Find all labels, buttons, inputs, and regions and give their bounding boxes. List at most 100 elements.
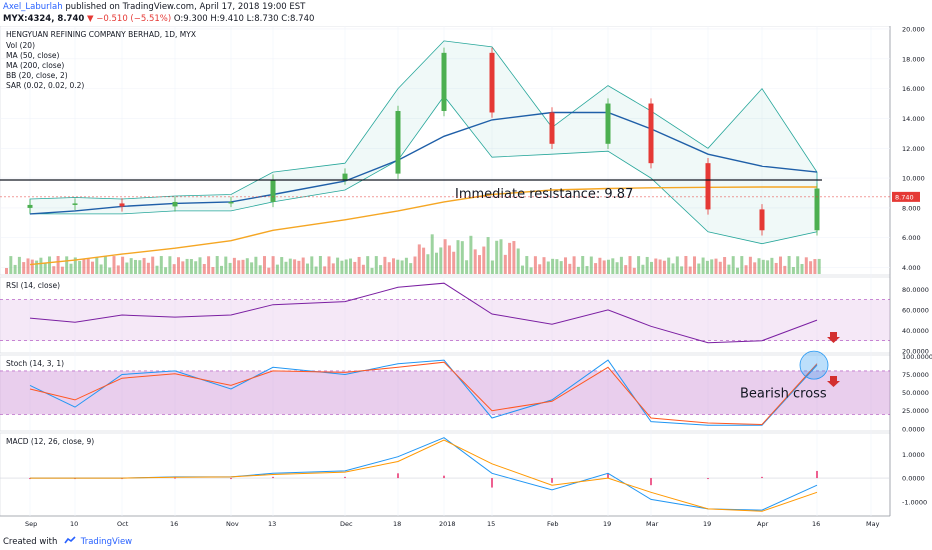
price-axis-label: 14.000 [902,115,925,123]
volume-bar [99,264,103,274]
rsi-pane-title: RSI (14, close) [6,281,60,290]
author-link[interactable]: Axel_Laburlah [3,2,63,12]
volume-bar [559,261,563,274]
price-tag-bg [892,191,920,202]
volume-bar [17,256,21,274]
created-with-text: Created with [3,537,58,547]
volume-bar [108,267,112,274]
rsi-line [29,282,818,344]
candle-body [342,173,348,180]
volume-bar [202,264,206,274]
stoch-axis-label: 100.0000 [902,353,932,361]
volume-bar [624,265,628,274]
candle-body [605,103,611,144]
tradingview-link[interactable]: TradingView [80,537,133,547]
chart-canvas[interactable]: 20.000 18.000 16.000 14.000 12.000 10.000 8.00… [0,26,932,532]
candle-body [395,110,401,174]
volume-bar [112,256,116,274]
volume-bar [585,266,589,274]
stoch-axis-label: 0.0000 [902,425,925,433]
volume-bar [658,259,662,274]
volume-bar [323,266,327,274]
candle-body [172,201,178,207]
candle-body [489,52,495,113]
candle [119,198,125,212]
volume-bar [546,261,550,274]
candle [489,47,495,118]
candle [648,98,654,169]
volume-bar [551,258,555,274]
volume-bar [48,256,51,274]
bollinger-band [29,40,818,245]
volume-bar [443,239,447,274]
volume-bar [95,257,99,274]
rsi-axis-label: 80.0000 [902,286,929,294]
candle [395,105,401,179]
volume-bar [340,260,344,274]
time-axis-label: 10 [70,520,78,528]
volume-bar [813,259,817,274]
volume-bar [280,257,284,274]
volume-bar [30,259,34,274]
volume-bar [439,247,443,274]
time-axis-label: 19 [703,520,711,528]
rsi-axis-label: 20.0000 [902,347,929,355]
macd-histogram-bar [491,478,493,488]
volume-bar [521,265,524,274]
volume-bar [538,264,542,274]
volume-bar [774,262,778,274]
volume-bar [241,259,245,274]
price-axis-label: 18.000 [902,55,925,63]
candle-body [648,103,654,164]
volume-bar [207,256,211,274]
volume-bar [602,260,606,274]
volume-bar [564,257,567,274]
volume-bar [310,256,314,274]
stoch-pane-title: Stoch (14, 3, 1) [6,359,64,368]
volume-bar [52,266,56,274]
volume-bar [800,263,804,274]
volume-bar [572,256,576,274]
price-axis-label: 12.000 [902,145,925,153]
volume-bar [465,260,469,274]
volume-bar [159,256,163,274]
ma50-line [29,111,818,215]
volume-bar [336,257,340,274]
volume-bar [35,260,39,274]
stoch-k-line [29,359,818,426]
volume-bar [576,266,580,274]
macd-histogram-bar [607,473,609,479]
volume-bar [654,258,658,274]
volume-bar [306,263,309,274]
volume-bar [374,256,378,274]
volume-bar [60,266,64,274]
volume-bar [13,264,17,274]
volume-bar [297,260,301,274]
volume-bar [460,241,464,274]
volume-bar [787,256,791,274]
volume-bar [422,247,426,274]
publish-info: published on TradingView.com, April 17, … [65,2,306,12]
volume-bar [69,263,73,274]
volume-bar [392,258,395,274]
volume-bar [357,256,361,274]
volume-bar [82,259,86,274]
volume-bar [817,258,821,274]
volume-bar [349,258,352,274]
volume-bar [684,256,688,274]
candle [759,204,765,236]
volume-bar [731,256,735,274]
volume-bar [667,257,671,274]
volume-bar [697,263,701,274]
volume-bar [318,256,322,274]
macd-histogram-bar [650,478,652,486]
candle-body [441,52,447,111]
volume-bar [138,260,142,274]
volume-bar [129,258,133,274]
volume-bar [314,266,318,274]
stoch-axis-label: 75.0000 [902,371,929,379]
volume-bar [430,234,434,274]
volume-bar [301,257,305,274]
volume-bar [542,257,546,274]
volume-bar [555,259,559,274]
